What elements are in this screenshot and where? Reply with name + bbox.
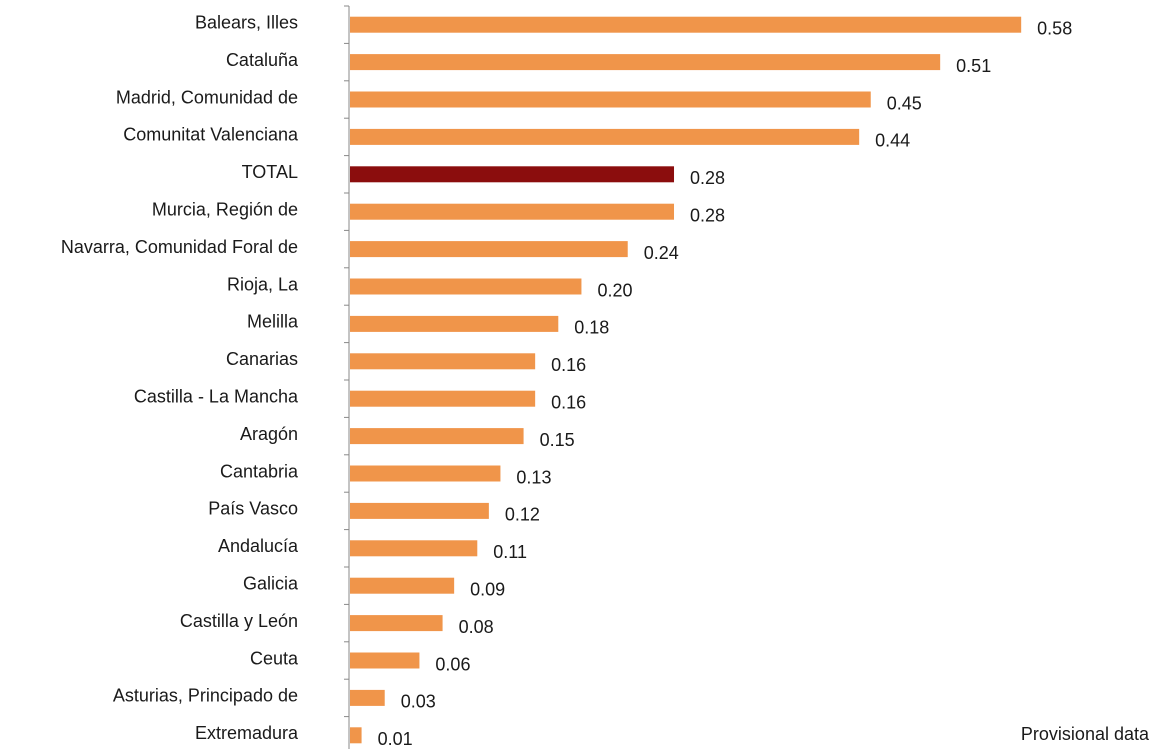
- bar: [350, 278, 582, 295]
- category-label: Canarias: [226, 349, 298, 369]
- value-label: 0.58: [1037, 18, 1072, 38]
- bar: [350, 540, 478, 557]
- bar: [350, 652, 420, 669]
- value-label: 0.15: [540, 430, 575, 450]
- value-label: 0.01: [378, 729, 413, 749]
- category-label: Rioja, La: [227, 274, 299, 294]
- bar: [350, 353, 536, 370]
- bar: [350, 166, 675, 183]
- bar: [350, 91, 871, 108]
- bar: [350, 465, 501, 482]
- value-label: 0.45: [887, 93, 922, 113]
- axis-ticks: [344, 5, 349, 718]
- category-label: Ceuta: [250, 648, 299, 668]
- value-label: 0.28: [690, 205, 725, 225]
- value-label: 0.08: [459, 617, 494, 637]
- bar: [350, 128, 860, 145]
- value-label: 0.16: [551, 392, 586, 412]
- value-label: 0.06: [435, 654, 470, 674]
- bar: [350, 689, 385, 706]
- category-label: Cantabria: [220, 461, 299, 481]
- value-label: 0.12: [505, 505, 540, 525]
- category-label: Galicia: [243, 573, 299, 593]
- value-label: 0.11: [493, 542, 527, 562]
- value-label: 0.13: [516, 467, 551, 487]
- category-label: Balears, Illes: [195, 12, 298, 32]
- value-label: 0.16: [551, 355, 586, 375]
- value-label: 0.51: [956, 56, 991, 76]
- category-label: Aragón: [240, 424, 298, 444]
- value-label: 0.20: [597, 280, 632, 300]
- category-label: Melilla: [247, 312, 299, 332]
- value-label: 0.44: [875, 131, 910, 151]
- bars: [350, 16, 1022, 744]
- bar: [350, 615, 443, 632]
- bar: [350, 727, 362, 744]
- value-labels: 0.58 0.51 0.45 0.44 0.28 0.28 0.24 0.20 0.18 0.16…: [378, 18, 1073, 749]
- bar: [350, 203, 675, 220]
- category-label: Navarra, Comunidad Foral de: [61, 237, 298, 257]
- category-label: País Vasco: [208, 499, 298, 519]
- category-label: Castilla - La Mancha: [134, 386, 299, 406]
- bar: [350, 54, 941, 71]
- value-label: 0.18: [574, 318, 609, 338]
- value-label: 0.28: [690, 168, 725, 188]
- category-label: TOTAL: [242, 162, 298, 182]
- bar: [350, 16, 1022, 33]
- bar: [350, 502, 489, 519]
- value-label: 0.03: [401, 692, 436, 712]
- value-label: 0.24: [644, 243, 679, 263]
- bar: [350, 428, 524, 445]
- category-labels: Balears, Illes Cataluña Madrid, Comunidad …: [61, 12, 299, 743]
- category-label: Murcia, Región de: [152, 199, 298, 219]
- category-label: Asturias, Principado de: [113, 686, 298, 706]
- value-label: 0.09: [470, 579, 505, 599]
- bar: [350, 241, 628, 258]
- category-label: Comunitat Valenciana: [123, 125, 299, 145]
- category-label: Cataluña: [226, 50, 299, 70]
- bar: [350, 315, 559, 332]
- category-label: Madrid, Comunidad de: [116, 87, 298, 107]
- category-label: Extremadura: [195, 723, 299, 743]
- bar: [350, 577, 455, 594]
- bar: [350, 390, 536, 407]
- category-label: Castilla y León: [180, 611, 298, 631]
- category-label: Andalucía: [218, 536, 299, 556]
- provisional-data-note: Provisional data: [1020, 724, 1149, 744]
